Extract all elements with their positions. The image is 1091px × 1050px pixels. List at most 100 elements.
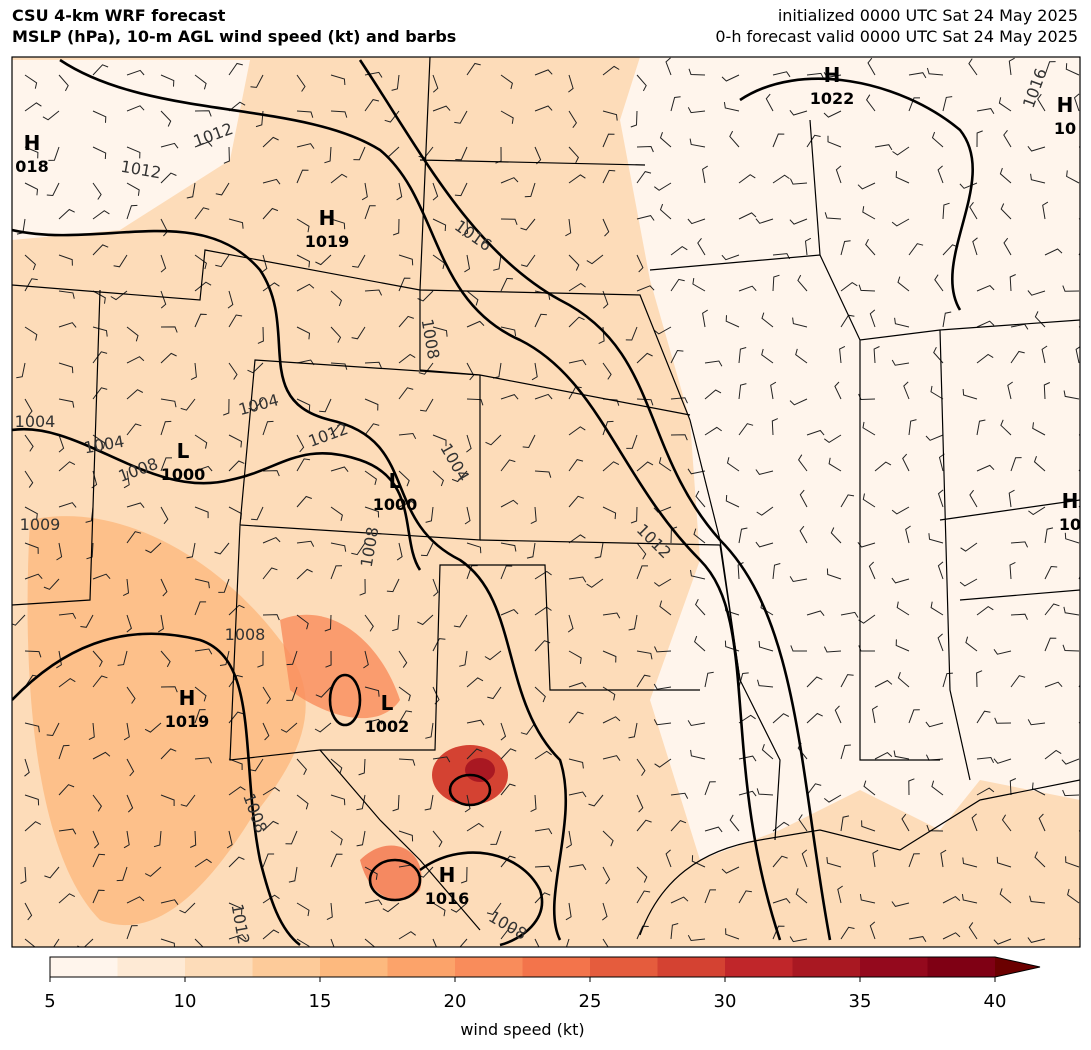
wind-barb (228, 460, 245, 472)
wind-barb (398, 710, 413, 724)
wind-barb (530, 794, 537, 813)
wind-barb (1003, 237, 1012, 256)
wind-barb (1062, 789, 1080, 797)
wind-barb (1027, 290, 1046, 296)
wind-barb (726, 457, 740, 472)
wind-barb (24, 254, 36, 271)
wind-barb (534, 938, 540, 947)
wind-barb (772, 71, 791, 78)
wind-barb (902, 453, 910, 472)
wind-barb (194, 757, 212, 764)
wind-barb (296, 143, 315, 149)
wind-barb (971, 813, 978, 832)
wind-barb (500, 748, 517, 760)
wind-barb (160, 899, 179, 905)
wind-barb (113, 254, 128, 268)
wind-barb (24, 326, 38, 341)
wind-barb (92, 182, 102, 200)
wind-barb (704, 889, 716, 904)
wind-barb (725, 928, 740, 940)
wind-barb (1044, 603, 1060, 616)
wind-barb (228, 218, 244, 229)
wind-barb (228, 314, 243, 328)
wind-barb (459, 938, 468, 947)
center-letter: H (439, 863, 456, 887)
wind-barb (126, 356, 145, 364)
wind-barb (806, 134, 821, 148)
wind-barb (1000, 203, 1012, 220)
wind-barb (1034, 311, 1046, 328)
wind-barb (725, 494, 740, 508)
isobar-label: 1009 (20, 515, 61, 534)
wind-barb (869, 309, 876, 328)
wind-barb (12, 614, 26, 626)
wind-barb (834, 381, 842, 400)
wind-barb (1078, 326, 1080, 328)
wind-barb (670, 923, 679, 940)
colorbar-segment (590, 957, 658, 977)
wind-barb (330, 830, 343, 846)
wind-barb (874, 144, 893, 151)
wind-barb (126, 105, 145, 112)
wind-barb (670, 245, 688, 256)
wind-barb (1010, 675, 1026, 688)
wind-barb (364, 614, 374, 632)
wind-barb (659, 132, 672, 148)
wind-barb (772, 855, 788, 868)
wind-barb (466, 62, 481, 76)
wind-barb (670, 434, 688, 441)
wind-barb (364, 899, 383, 906)
wind-barb (420, 542, 434, 557)
wind-barb (194, 74, 207, 90)
wind-barb (330, 362, 348, 370)
wind-barb (296, 458, 311, 472)
wind-barb (602, 650, 617, 663)
wind-barb (873, 346, 880, 364)
wind-barb (460, 866, 468, 884)
wind-barb (976, 130, 983, 148)
wind-barb (56, 650, 62, 669)
center-letter: L (177, 439, 190, 463)
center-letter: L (389, 469, 402, 493)
wind-barb (145, 542, 162, 554)
wind-barb (194, 648, 213, 655)
wind-barb (872, 849, 879, 868)
wind-barb (58, 290, 75, 299)
wind-barb (602, 290, 609, 309)
wind-barb (364, 99, 380, 112)
wind-barb (261, 254, 268, 273)
wind-barb (695, 490, 706, 508)
wind-barb (351, 542, 366, 556)
wind-barb (324, 146, 332, 164)
wind-barb (432, 434, 447, 447)
wind-barb (58, 502, 77, 508)
wind-barb (126, 758, 135, 777)
wind-barb (908, 72, 927, 79)
wind-barb (636, 215, 655, 221)
wind-barb (568, 711, 584, 724)
wind-barb (996, 856, 1012, 868)
wind-barb (56, 542, 63, 561)
wind-barb (160, 938, 175, 947)
wind-barb (500, 783, 516, 796)
wind-barb (58, 893, 76, 904)
wind-barb (160, 326, 178, 333)
wind-barb (398, 387, 414, 400)
wind-barb (737, 562, 744, 580)
wind-barb (738, 790, 757, 797)
wind-barb (789, 936, 808, 943)
wind-barb (687, 934, 706, 942)
wind-barb (520, 254, 536, 267)
wind-barb (670, 820, 687, 832)
wind-barb (466, 542, 482, 554)
wind-barb (702, 165, 708, 184)
wind-barb (602, 110, 618, 121)
wind-barb (1037, 93, 1046, 112)
wind-barb (330, 423, 346, 436)
wind-barb (92, 210, 110, 220)
wind-barb (398, 432, 417, 440)
wind-barb (1063, 606, 1080, 616)
wind-barb (500, 326, 517, 336)
wind-barb (296, 218, 310, 233)
wind-barb (257, 326, 264, 344)
